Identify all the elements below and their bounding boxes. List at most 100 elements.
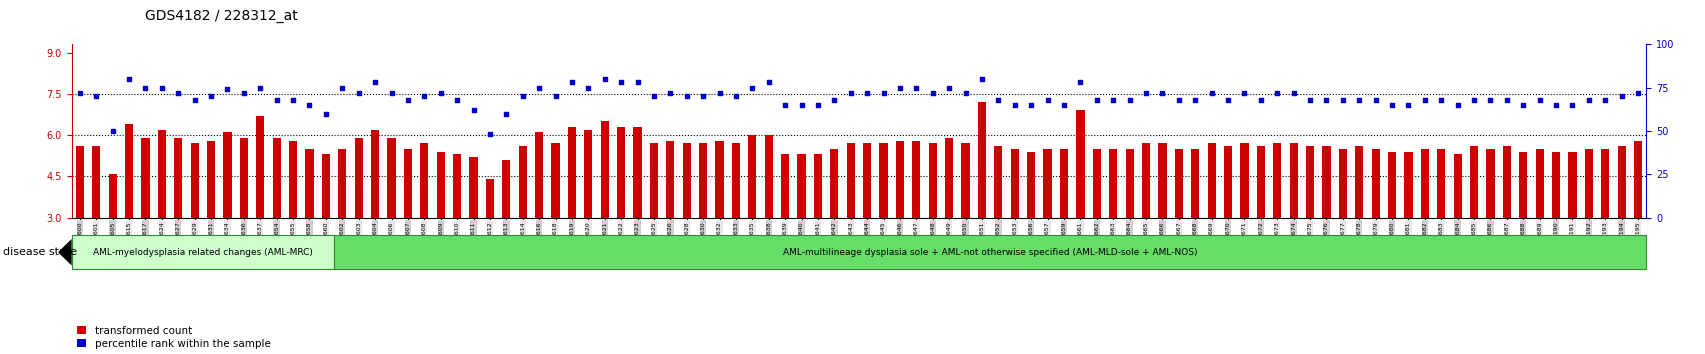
Point [213, 86, 240, 92]
Point [1132, 90, 1159, 96]
Point [1279, 90, 1306, 96]
Point [198, 93, 225, 99]
Bar [1403, 152, 1412, 218]
Point [755, 80, 783, 85]
Bar [895, 141, 904, 218]
Bar [1420, 149, 1429, 218]
Point [803, 102, 830, 108]
Polygon shape [58, 239, 72, 266]
Bar [72, 235, 334, 269]
Point [312, 111, 339, 116]
Bar [1257, 146, 1263, 218]
Point [525, 85, 552, 91]
Point [607, 80, 634, 85]
Point [1229, 90, 1257, 96]
Point [1410, 97, 1437, 103]
Bar [846, 143, 854, 218]
Bar [1141, 143, 1149, 218]
Bar [1552, 152, 1560, 218]
Point [689, 93, 716, 99]
Bar [1616, 146, 1625, 218]
Point [1001, 102, 1028, 108]
Bar [305, 149, 314, 218]
Bar [830, 149, 837, 218]
Bar [157, 130, 165, 218]
Bar [912, 141, 921, 218]
Point [394, 97, 421, 103]
Bar [1453, 154, 1461, 218]
Bar [551, 143, 559, 218]
Point [1066, 80, 1093, 85]
Bar [1059, 149, 1067, 218]
Bar [1222, 146, 1231, 218]
Point [1591, 97, 1618, 103]
Point [673, 93, 701, 99]
Bar [92, 146, 101, 218]
Point [934, 85, 962, 91]
Point [1313, 97, 1340, 103]
Point [852, 90, 880, 96]
Point [1477, 97, 1504, 103]
Point [116, 76, 143, 82]
Bar [1093, 149, 1100, 218]
Bar [928, 143, 936, 218]
Bar [977, 102, 985, 218]
Bar [764, 135, 772, 218]
Bar [650, 143, 658, 218]
Point [887, 85, 914, 91]
Bar [1584, 149, 1592, 218]
Bar [1388, 152, 1395, 218]
Point [247, 85, 275, 91]
Point [1263, 90, 1291, 96]
Bar [667, 141, 673, 218]
Point [508, 93, 535, 99]
Bar [1158, 143, 1166, 218]
Point [820, 97, 847, 103]
Bar [370, 130, 379, 218]
Point [542, 93, 569, 99]
Bar [714, 141, 723, 218]
Bar [454, 154, 460, 218]
Point [361, 80, 389, 85]
Point [329, 85, 356, 91]
Point [1197, 90, 1224, 96]
Bar [1321, 146, 1330, 218]
Text: GDS4182 / 228312_at: GDS4182 / 228312_at [145, 9, 298, 23]
Point [984, 97, 1011, 103]
Bar [813, 154, 822, 218]
Bar [796, 154, 805, 218]
Bar [191, 143, 199, 218]
Point [1442, 102, 1470, 108]
Bar [174, 138, 182, 218]
Point [230, 90, 257, 96]
Point [1378, 102, 1405, 108]
Point [1541, 102, 1569, 108]
Bar [1125, 149, 1134, 218]
Point [902, 85, 929, 91]
Bar [240, 138, 247, 218]
Point [1147, 90, 1175, 96]
Point [771, 102, 798, 108]
Bar [1338, 149, 1347, 218]
Point [181, 97, 208, 103]
Bar [1240, 143, 1248, 218]
Point [263, 97, 290, 103]
Bar [699, 143, 708, 218]
Point [624, 80, 651, 85]
Point [870, 90, 897, 96]
Point [738, 85, 766, 91]
Bar [1043, 149, 1050, 218]
Bar [535, 132, 542, 218]
Bar [863, 143, 871, 218]
Point [99, 128, 126, 134]
Point [951, 90, 979, 96]
Bar [962, 143, 968, 218]
Point [1459, 97, 1487, 103]
Bar [1076, 110, 1084, 218]
Bar [436, 152, 445, 218]
Bar [1009, 149, 1018, 218]
Bar [206, 141, 215, 218]
Point [721, 93, 748, 99]
Point [1246, 97, 1274, 103]
Bar [600, 121, 609, 218]
